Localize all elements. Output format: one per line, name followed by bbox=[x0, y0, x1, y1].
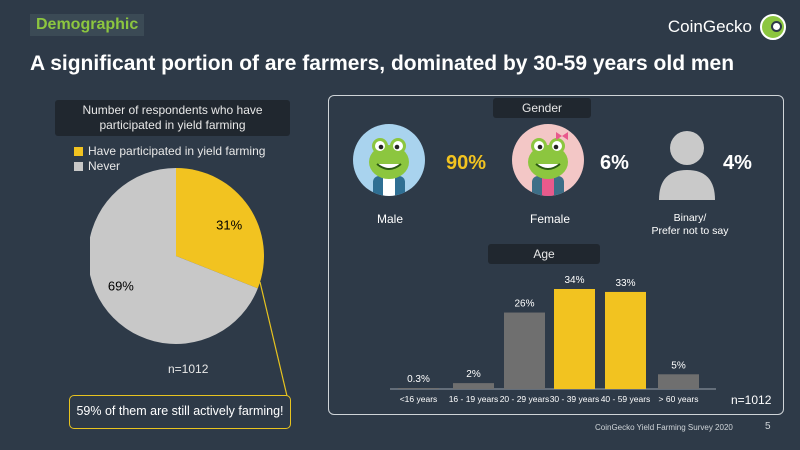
female-percentage: 6% bbox=[600, 152, 629, 174]
male-label: Male bbox=[376, 212, 403, 226]
male-gecko-avatar-icon bbox=[353, 124, 425, 196]
brand: CoinGecko bbox=[668, 14, 786, 40]
age-category-label-age-20-29: 20 - 29 years bbox=[500, 394, 550, 404]
legend-item-participated: Have participated in yield farming bbox=[74, 144, 265, 159]
pie-label-participated: 31% bbox=[216, 217, 242, 232]
age-value-label-age-16-19: 2% bbox=[466, 369, 481, 380]
age-header: Age bbox=[488, 244, 600, 264]
age-bar-age-30-39 bbox=[554, 289, 595, 389]
footer-source: CoinGecko Yield Farming Survey 2020 bbox=[595, 423, 733, 432]
page-number: 5 bbox=[765, 421, 771, 432]
other-label-line2: Prefer not to say bbox=[651, 225, 729, 237]
age-value-label-age-over-60: 5% bbox=[671, 360, 686, 371]
brand-name: CoinGecko bbox=[667, 17, 752, 36]
pie-slice-never bbox=[90, 168, 258, 344]
age-bar-age-16-19 bbox=[453, 383, 494, 389]
pie-title-line2: participated in yield farming bbox=[99, 118, 246, 132]
age-bar-chart: 0.3% <16 years 2% 16 - 19 years 26% 20 - 29 y… bbox=[390, 275, 716, 404]
gecko-logo-icon bbox=[760, 14, 786, 40]
age-category-label-age-16-19: 16 - 19 years bbox=[449, 394, 499, 404]
age-sample-size: n=1012 bbox=[731, 393, 772, 407]
gender-header: Gender bbox=[493, 98, 591, 118]
age-category-label-age-under-16: <16 years bbox=[400, 394, 438, 404]
age-category-label-age-40-59: 40 - 59 years bbox=[601, 394, 651, 404]
pie-slice-participated bbox=[176, 168, 264, 289]
age-bar-age-40-59 bbox=[605, 291, 646, 389]
age-bar-age-under-16 bbox=[398, 388, 439, 389]
other-label: Binary/ Prefer not to say bbox=[630, 212, 750, 238]
other-percentage: 4% bbox=[723, 152, 752, 174]
section-tag: Demographic bbox=[30, 14, 145, 36]
age-category-label-age-30-39: 30 - 39 years bbox=[550, 394, 600, 404]
pie-title-line1: Number of respondents who have bbox=[82, 103, 263, 117]
pie-chart: 31% 69% bbox=[90, 168, 264, 344]
age-value-label-age-30-39: 34% bbox=[564, 275, 584, 286]
age-category-label-age-over-60: > 60 years bbox=[659, 394, 699, 404]
female-label: Female bbox=[529, 212, 570, 226]
age-bar-age-20-29 bbox=[504, 312, 545, 389]
age-bar-age-over-60 bbox=[658, 374, 699, 389]
female-gecko-avatar-icon bbox=[512, 124, 584, 196]
pie-sample-size: n=1012 bbox=[168, 362, 209, 376]
legend-swatch-yellow bbox=[74, 147, 83, 156]
pie-label-never: 69% bbox=[108, 279, 134, 294]
legend-swatch-grey bbox=[74, 162, 83, 171]
legend-label-participated: Have participated in yield farming bbox=[88, 144, 266, 158]
page-title: A significant portion of are farmers, do… bbox=[30, 52, 735, 75]
male-percentage: 90% bbox=[446, 152, 487, 174]
age-value-label-age-20-29: 26% bbox=[514, 299, 534, 310]
demographics-panel bbox=[328, 95, 784, 415]
age-value-label-age-under-16: 0.3% bbox=[407, 374, 430, 385]
other-label-line1: Binary/ bbox=[673, 212, 707, 224]
pie-chart-title: Number of respondents who have participa… bbox=[55, 100, 290, 136]
legend-label-never: Never bbox=[88, 159, 121, 173]
legend-item-never: Never bbox=[74, 159, 265, 174]
person-silhouette-icon bbox=[657, 128, 717, 200]
age-value-label-age-40-59: 33% bbox=[615, 278, 635, 289]
pie-legend: Have participated in yield farming Never bbox=[74, 144, 265, 174]
callout-box: 59% of them are still actively farming! bbox=[69, 395, 291, 429]
